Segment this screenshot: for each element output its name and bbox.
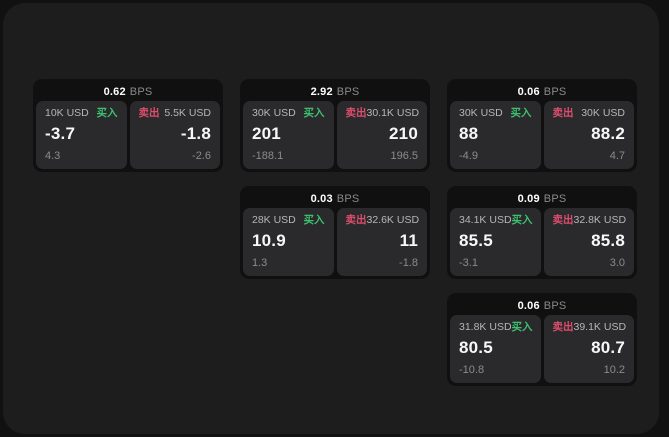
buy-side-label: 买入 [303,214,325,226]
buy-panel[interactable]: 28K USD 买入 10.9 1.3 [243,208,334,276]
sell-price: 11 [399,231,418,250]
sell-delta: -1.8 [399,257,418,269]
quote-card-grid: 0.62 BPS 10K USD 买入 -3.7 4.3 卖出 5.5K USD [33,79,637,386]
sell-delta: -2.6 [192,150,211,162]
buy-price: 10.9 [252,231,286,250]
buy-price: 80.5 [459,338,493,357]
bps-header: 0.03 BPS [243,189,427,208]
buy-amount: 31.8K USD [459,321,512,333]
buy-panel[interactable]: 31.8K USD 买入 80.5 -10.8 [450,315,541,383]
bps-value: 0.03 [310,192,333,205]
sell-price: 210 [389,124,418,143]
buy-delta: -188.1 [252,150,284,162]
sell-panel[interactable]: 卖出 32.8K USD 85.8 3.0 [543,208,634,276]
buy-delta: -4.9 [459,150,478,162]
quote-card: 0.09 BPS 34.1K USD 买入 85.5 -3.1 卖出 32.8K… [447,186,637,279]
sell-delta: 196.5 [390,150,418,162]
bps-unit-label: BPS [543,85,567,98]
bps-header: 0.09 BPS [450,189,634,208]
buy-side-label: 买入 [96,107,118,119]
sell-side-label: 卖出 [552,107,574,119]
bps-unit-label: BPS [336,192,360,205]
bps-header: 0.06 BPS [450,82,634,101]
buy-delta: -10.8 [459,364,485,376]
bps-value: 0.06 [517,299,540,312]
bps-unit-label: BPS [336,85,360,98]
sell-price: 88.2 [591,124,625,143]
buy-delta: 1.3 [252,257,268,269]
sell-side-label: 卖出 [345,214,367,226]
sell-amount: 5.5K USD [164,107,211,119]
sell-panel[interactable]: 卖出 5.5K USD -1.8 -2.6 [129,101,220,169]
buy-amount: 30K USD [252,107,296,119]
sell-amount: 30K USD [581,107,625,119]
sell-delta: 10.2 [603,364,625,376]
sell-amount: 32.6K USD [366,214,420,226]
quote-card: 0.06 BPS 31.8K USD 买入 80.5 -10.8 卖出 39.1… [447,293,637,386]
sell-delta: 4.7 [609,150,625,162]
buy-delta: -3.1 [459,257,478,269]
buy-amount: 10K USD [45,107,89,119]
sell-amount: 30.1K USD [366,107,420,119]
bps-header: 0.06 BPS [450,296,634,315]
sell-price: -1.8 [180,124,211,143]
buy-side-label: 买入 [303,107,325,119]
buy-price: 88 [459,124,479,143]
bps-value: 0.09 [517,192,540,205]
buy-panel[interactable]: 30K USD 买入 88 -4.9 [450,101,541,169]
quote-card: 0.06 BPS 30K USD 买入 88 -4.9 卖出 30K USD [447,79,637,172]
quote-card: 0.62 BPS 10K USD 买入 -3.7 4.3 卖出 5.5K USD [33,79,223,172]
sell-side-label: 卖出 [552,321,574,333]
buy-delta: 4.3 [45,150,61,162]
sell-side-label: 卖出 [345,107,367,119]
panels: 34.1K USD 买入 85.5 -3.1 卖出 32.8K USD 85.8… [450,208,634,276]
buy-side-label: 买入 [511,214,533,226]
sell-amount: 39.1K USD [573,321,627,333]
sell-panel[interactable]: 卖出 30.1K USD 210 196.5 [336,101,427,169]
buy-panel[interactable]: 10K USD 买入 -3.7 4.3 [36,101,127,169]
app-window: 0.62 BPS 10K USD 买入 -3.7 4.3 卖出 5.5K USD [3,3,659,434]
sell-amount: 32.8K USD [573,214,627,226]
panels: 30K USD 买入 201 -188.1 卖出 30.1K USD 210 1… [243,101,427,169]
buy-amount: 30K USD [459,107,503,119]
sell-panel[interactable]: 卖出 30K USD 88.2 4.7 [543,101,634,169]
bps-header: 0.62 BPS [36,82,220,101]
bps-unit-label: BPS [129,85,153,98]
bps-unit-label: BPS [543,299,567,312]
bps-unit-label: BPS [543,192,567,205]
buy-price: -3.7 [45,124,76,143]
bps-value: 0.62 [103,85,126,98]
sell-panel[interactable]: 卖出 39.1K USD 80.7 10.2 [543,315,634,383]
sell-price: 80.7 [591,338,625,357]
quote-card: 2.92 BPS 30K USD 买入 201 -188.1 卖出 30.1K … [240,79,430,172]
sell-price: 85.8 [591,231,625,250]
quote-card: 0.03 BPS 28K USD 买入 10.9 1.3 卖出 32.6K US… [240,186,430,279]
buy-side-label: 买入 [510,107,532,119]
buy-amount: 34.1K USD [459,214,512,226]
buy-panel[interactable]: 30K USD 买入 201 -188.1 [243,101,334,169]
sell-delta: 3.0 [609,257,625,269]
buy-amount: 28K USD [252,214,296,226]
sell-side-label: 卖出 [138,107,160,119]
buy-panel[interactable]: 34.1K USD 买入 85.5 -3.1 [450,208,541,276]
panels: 28K USD 买入 10.9 1.3 卖出 32.6K USD 11 -1.8 [243,208,427,276]
buy-price: 201 [252,124,281,143]
buy-side-label: 买入 [511,321,533,333]
bps-value: 0.06 [517,85,540,98]
panels: 10K USD 买入 -3.7 4.3 卖出 5.5K USD -1.8 -2.… [36,101,220,169]
bps-header: 2.92 BPS [243,82,427,101]
sell-panel[interactable]: 卖出 32.6K USD 11 -1.8 [336,208,427,276]
buy-price: 85.5 [459,231,493,250]
panels: 30K USD 买入 88 -4.9 卖出 30K USD 88.2 4.7 [450,101,634,169]
bps-value: 2.92 [310,85,333,98]
sell-side-label: 卖出 [552,214,574,226]
panels: 31.8K USD 买入 80.5 -10.8 卖出 39.1K USD 80.… [450,315,634,383]
